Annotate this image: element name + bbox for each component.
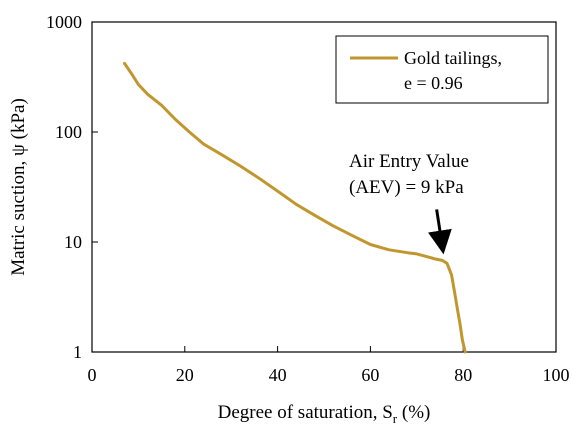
series-line-gold-tailings [123, 61, 467, 354]
x-tick-label: 0 [88, 365, 97, 385]
series-layer [123, 61, 467, 354]
plot-area-frame [91, 21, 557, 353]
x-axis-title-suffix: (%) [397, 402, 430, 423]
y-tick-label: 100 [55, 122, 82, 142]
x-axis-title: Degree of saturation, Sr (%) [218, 402, 431, 426]
x-tick-label: 20 [176, 365, 194, 385]
legend-label-line2: e = 0.96 [404, 73, 463, 93]
legend-label-line1: Gold tailings, [404, 48, 502, 68]
aev-annotation: Air Entry Value (AEV) = 9 kPa [349, 151, 469, 255]
x-axis-title-subscript: r [393, 411, 398, 426]
legend-box [335, 35, 549, 104]
annotation-line2: (AEV) = 9 kPa [349, 177, 464, 198]
legend: Gold tailings, e = 0.96 [335, 35, 549, 104]
y-axis-title: Matric suction, ψ (kPa) [8, 98, 29, 276]
x-axis-title-main: Degree of saturation, S [218, 402, 393, 423]
x-tick-label: 60 [361, 365, 379, 385]
x-tick-label: 80 [454, 365, 472, 385]
y-axis-ticks: 1 10 100 1000 [46, 12, 98, 362]
x-tick-label: 40 [269, 365, 287, 385]
annotation-line1: Air Entry Value [349, 151, 469, 172]
y-tick-label: 1 [73, 342, 82, 362]
annotation-arrow [428, 209, 452, 255]
x-tick-label: 100 [543, 365, 570, 385]
y-tick-label: 10 [64, 232, 82, 252]
y-tick-label: 1000 [46, 12, 82, 32]
x-axis-ticks: 0 20 40 60 80 100 [88, 346, 570, 385]
